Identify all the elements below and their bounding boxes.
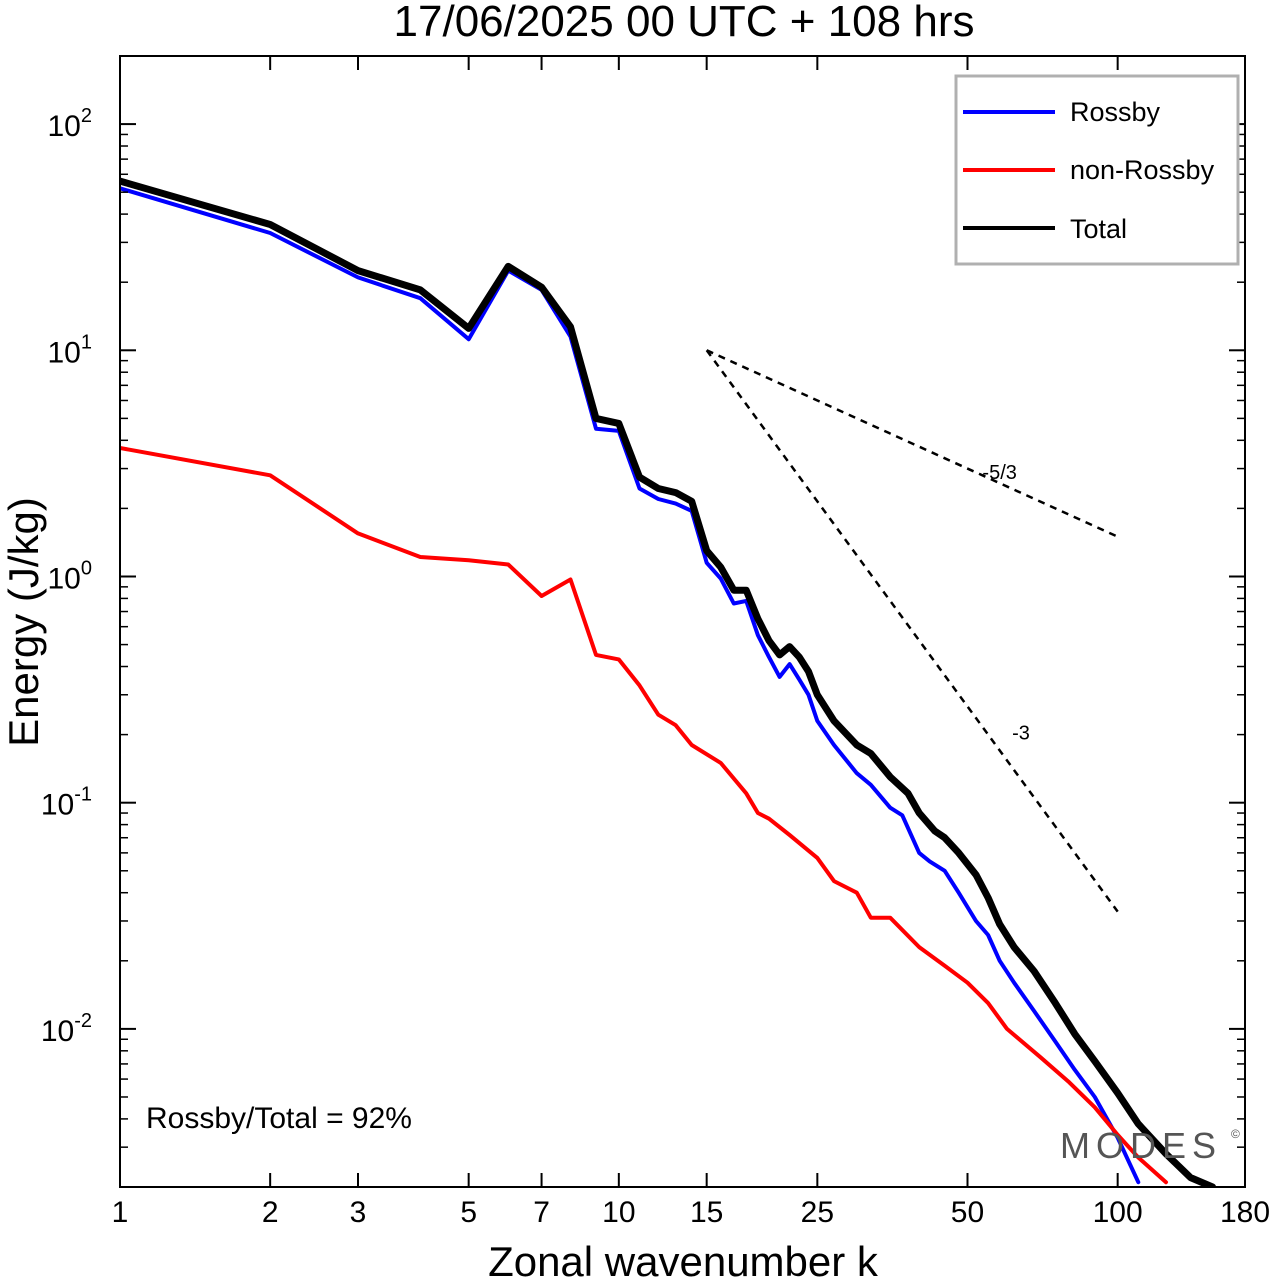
legend: Rossby non-Rossby Total	[954, 74, 1240, 266]
series-line-total	[120, 177, 1217, 1187]
y-tick-label: 100	[48, 557, 93, 595]
x-tick-label: 10	[602, 1196, 635, 1229]
x-tick-label: 100	[1093, 1196, 1143, 1229]
x-tick-label: 2	[262, 1196, 279, 1229]
legend-label-non-rossby: non-Rossby	[1070, 155, 1215, 185]
y-tick-label: 10-1	[41, 784, 92, 822]
y-tick-label: 101	[48, 331, 93, 369]
series-line-rossby	[120, 186, 1141, 1185]
series-line-non-rossby	[120, 446, 1168, 1185]
y-tick-label: 10-2	[41, 1010, 92, 1048]
reference-slope-lines	[705, 349, 1119, 913]
y-axis-ticks: 10-2 10-1 100 101 102	[41, 55, 1245, 1188]
series-layer	[120, 177, 1217, 1187]
legend-label-total: Total	[1070, 214, 1127, 244]
x-tick-label: 50	[951, 1196, 984, 1229]
y-tick-label: 102	[48, 105, 93, 143]
rossby-ratio-annotation: Rossby/Total = 92%	[146, 1102, 412, 1135]
watermark-copyright-mark: ©	[1231, 1127, 1240, 1141]
modes-watermark: MODES ©	[1060, 1125, 1240, 1166]
x-tick-label: 7	[533, 1196, 550, 1229]
chart-title: 17/06/2025 00 UTC + 108 hrs	[394, 0, 975, 46]
x-tick-label: 3	[350, 1196, 367, 1229]
x-tick-label: 1	[112, 1196, 129, 1229]
x-tick-label: 5	[460, 1196, 477, 1229]
x-tick-label: 180	[1220, 1196, 1270, 1229]
y-axis-label: Energy (J/kg)	[0, 497, 47, 747]
x-axis-ticks: 1 2 3 5 7 10 15 25 50 100 180	[112, 56, 1270, 1229]
x-tick-label: 15	[690, 1196, 723, 1229]
reference-line-label-5-3: -5/3	[982, 462, 1016, 484]
reference-line-5-3	[706, 349, 1119, 538]
plot-frame	[119, 55, 1246, 1188]
reference-line-label-3: -3	[1012, 723, 1030, 745]
reference-line-3	[705, 349, 1119, 913]
x-axis-label: Zonal wavenumber k	[488, 1238, 879, 1281]
legend-label-rossby: Rossby	[1070, 97, 1161, 127]
watermark-text: MODES	[1060, 1125, 1222, 1166]
x-tick-label: 25	[801, 1196, 834, 1229]
